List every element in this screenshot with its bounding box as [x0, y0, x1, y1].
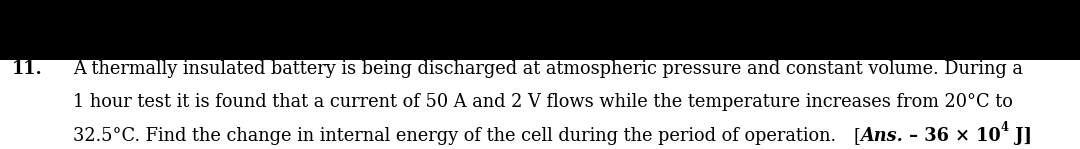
Text: 1 hour test it is found that a current of 50 A and 2 V flows while the temperatu: 1 hour test it is found that a current o…: [73, 93, 1013, 111]
Text: [: [: [853, 127, 860, 145]
Text: J]: J]: [1009, 127, 1031, 145]
Text: A thermally insulated battery is being discharged at atmospheric pressure and co: A thermally insulated battery is being d…: [73, 60, 1024, 78]
Text: Ans.: Ans.: [860, 127, 903, 145]
Text: 32.5°C. Find the change in internal energy of the cell during the period of oper: 32.5°C. Find the change in internal ener…: [73, 127, 853, 145]
Text: 11.: 11.: [12, 60, 42, 78]
Text: 4: 4: [1001, 121, 1009, 134]
Text: – 36 × 10: – 36 × 10: [903, 127, 1001, 145]
